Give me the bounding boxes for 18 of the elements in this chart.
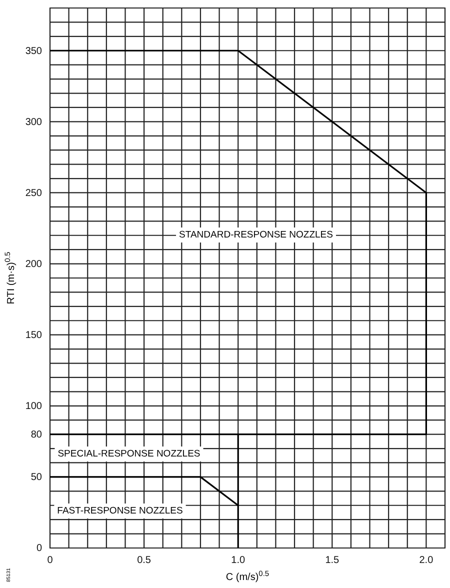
annotation: SPECIAL-RESPONSE NOZZLES (58, 448, 200, 460)
x-tick-label: 0 (47, 555, 54, 566)
y-tick-label: 250 (25, 188, 42, 199)
y-tick-label: 350 (25, 46, 42, 57)
x-axis-title: C (m/s)$^{0.5}$ (226, 568, 270, 583)
y-tick-label: 150 (25, 330, 42, 342)
annotation: FAST-RESPONSE NOZZLES (57, 506, 183, 517)
annotation: STANDARD-RESPONSE NOZZLES (179, 230, 333, 241)
x-tick-label: 1.5 (325, 555, 340, 566)
y-tick-label: 300 (25, 116, 42, 128)
y-tick-label: 100 (25, 401, 42, 412)
y-tick-label: 200 (25, 258, 42, 270)
y-tick-label: 0 (36, 543, 42, 554)
x-tick-label: 1.0 (231, 555, 246, 566)
x-tick-label: 0.5 (137, 555, 152, 566)
y-tick-label: 50 (30, 472, 42, 484)
x-tick-label: 2.0 (419, 555, 434, 566)
y-tick-label: 80 (30, 430, 42, 441)
